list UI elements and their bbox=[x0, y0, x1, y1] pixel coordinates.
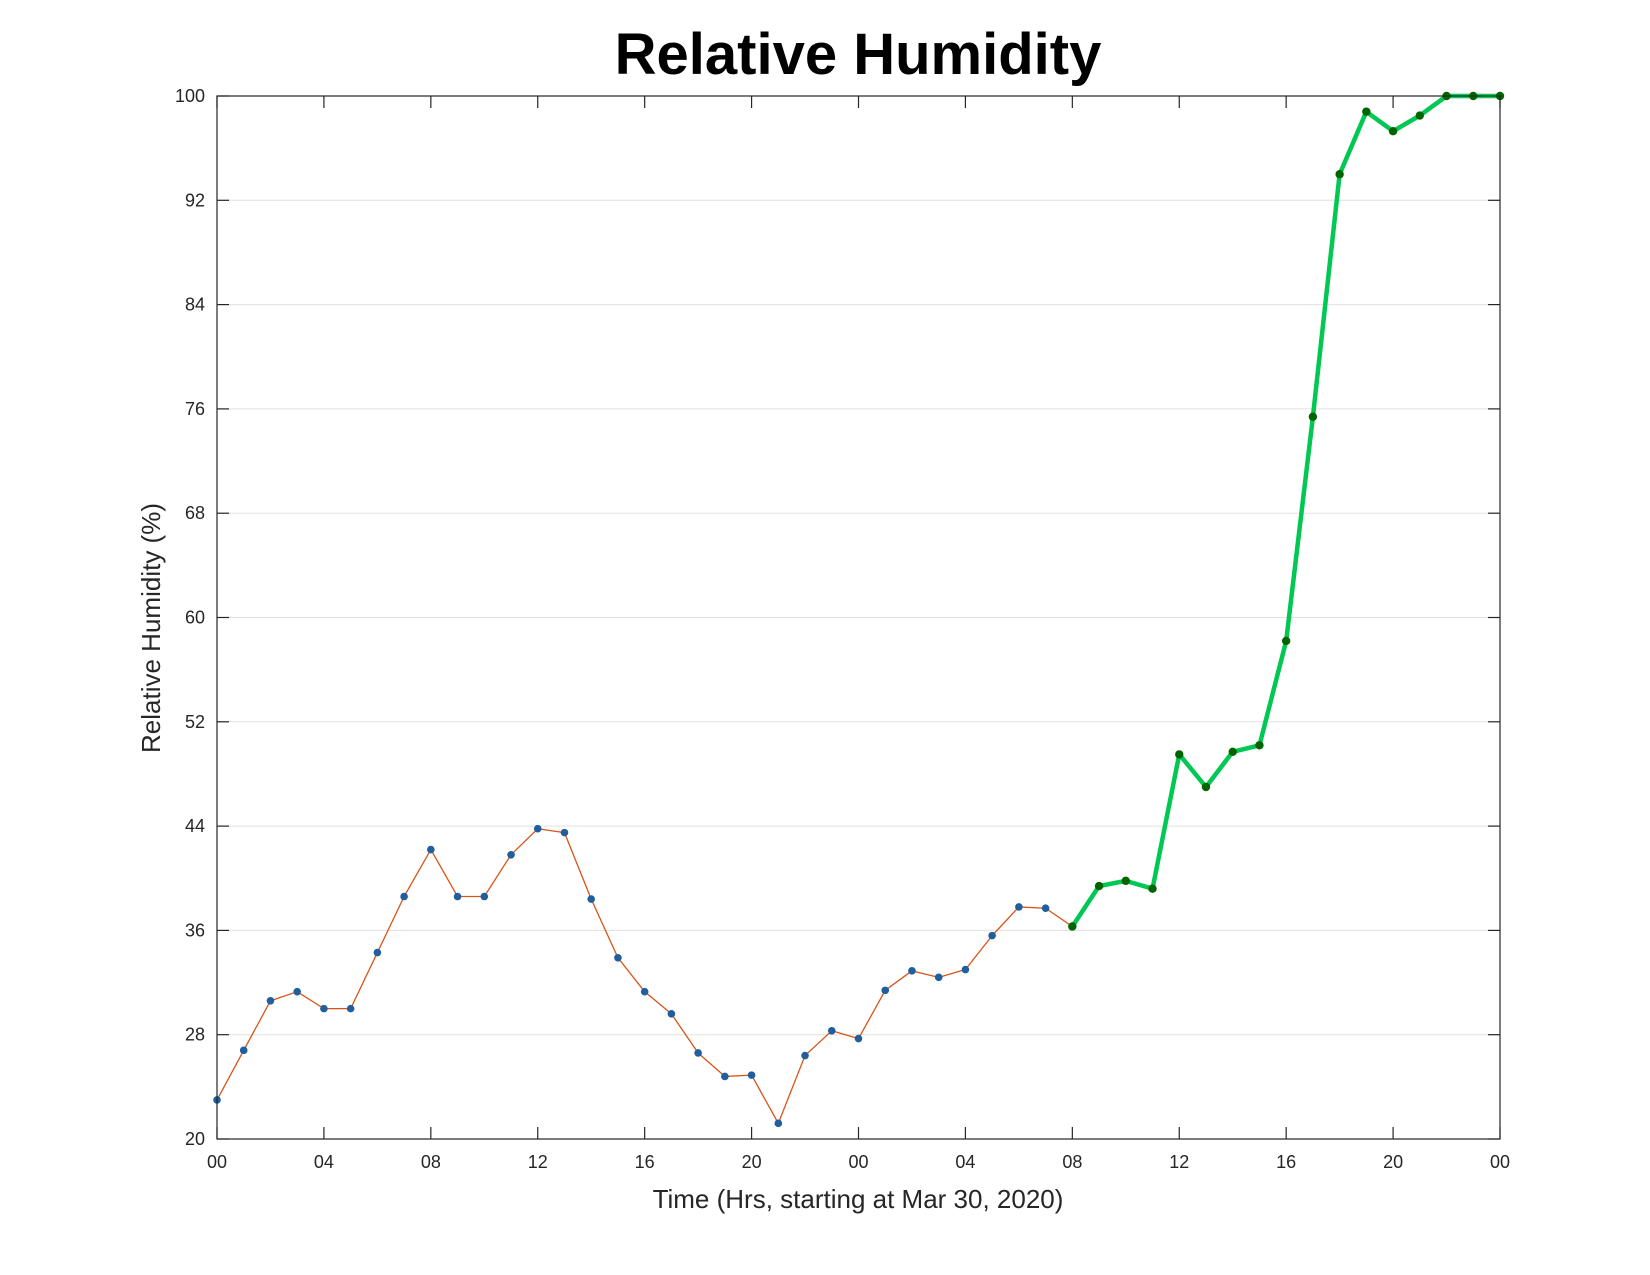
observed-data-point bbox=[239, 1046, 248, 1055]
y-tick-label: 60 bbox=[185, 608, 205, 628]
forecast-data-point bbox=[1255, 741, 1264, 750]
x-tick-label: 16 bbox=[1276, 1152, 1296, 1172]
x-axis-label: Time (Hrs, starting at Mar 30, 2020) bbox=[653, 1184, 1064, 1214]
observed-data-point bbox=[1041, 904, 1050, 913]
forecast-data-point bbox=[1121, 876, 1130, 886]
x-axis-tick-labels: 00 04 08 12 16 20 00 04 08 12 16 20 00 bbox=[207, 1152, 1510, 1172]
observed-data-point bbox=[587, 895, 596, 903]
x-tick-label: 12 bbox=[528, 1152, 548, 1172]
observed-data-point bbox=[721, 1072, 729, 1081]
y-axis-label: Relative Humidity (%) bbox=[136, 503, 166, 753]
x-tick-label: 16 bbox=[635, 1152, 655, 1172]
observed-data-point bbox=[694, 1049, 702, 1057]
x-tick-label: 08 bbox=[421, 1152, 441, 1172]
observed-data-point bbox=[640, 987, 649, 996]
x-tick-label: 20 bbox=[742, 1152, 762, 1172]
observed-data-point bbox=[400, 892, 408, 901]
forecast-data-point bbox=[1175, 750, 1184, 759]
observed-data-point bbox=[774, 1119, 783, 1128]
observed-data-point bbox=[266, 997, 275, 1005]
observed-data-point bbox=[827, 1026, 836, 1035]
observed-data-point bbox=[507, 850, 515, 859]
observed-data-point bbox=[453, 892, 462, 901]
observed-data-point bbox=[961, 965, 970, 974]
observed-data-point bbox=[854, 1034, 863, 1043]
forecast-data-point bbox=[1201, 782, 1211, 792]
y-tick-label: 92 bbox=[185, 190, 205, 210]
observed-data-point bbox=[934, 973, 943, 982]
y-axis-tick-labels: 20 28 36 44 52 60 68 76 84 92 100 bbox=[175, 86, 205, 1149]
forecast-data-point bbox=[1362, 107, 1371, 116]
x-tick-label: 00 bbox=[207, 1152, 227, 1172]
observed-data-point bbox=[427, 845, 435, 854]
chart-title: Relative Humidity bbox=[615, 22, 1102, 87]
observed-data-point bbox=[480, 892, 489, 901]
y-tick-label: 20 bbox=[185, 1129, 205, 1149]
forecast-data-point bbox=[1281, 636, 1291, 646]
x-tick-label: 20 bbox=[1383, 1152, 1403, 1172]
observed-data-point bbox=[988, 931, 996, 940]
x-tick-label: 08 bbox=[1062, 1152, 1082, 1172]
observed-data-point bbox=[346, 1004, 355, 1013]
observed-data-point bbox=[747, 1071, 756, 1079]
x-tick-label: 04 bbox=[314, 1152, 334, 1172]
forecast-data-point bbox=[1068, 922, 1077, 931]
forecast-data-point bbox=[1308, 412, 1318, 421]
forecast-data-point bbox=[1335, 170, 1344, 179]
observed-data-point bbox=[560, 828, 569, 837]
plot-frame bbox=[216, 95, 1501, 1140]
forecast-data-point bbox=[1094, 881, 1104, 891]
observed-data-point bbox=[614, 953, 622, 962]
y-tick-label: 100 bbox=[175, 86, 205, 106]
y-tick-label: 28 bbox=[185, 1025, 205, 1045]
observed-data-point bbox=[293, 987, 301, 996]
forecast-data-point bbox=[1388, 127, 1398, 136]
observed-data-point bbox=[667, 1010, 676, 1018]
observed-data-point bbox=[373, 948, 382, 957]
x-tick-label: 12 bbox=[1169, 1152, 1189, 1172]
forecast-data-point bbox=[1415, 111, 1425, 120]
x-tick-label: 04 bbox=[955, 1152, 975, 1172]
observed-data-point bbox=[533, 824, 542, 833]
observed-data-point bbox=[881, 986, 890, 995]
gridlines bbox=[217, 199, 1500, 1036]
x-tick-label: 00 bbox=[848, 1152, 868, 1172]
observed-data-point bbox=[908, 967, 916, 975]
observed-data-point bbox=[1015, 903, 1023, 911]
y-tick-label: 68 bbox=[185, 503, 205, 523]
forecast-data-point bbox=[1148, 884, 1157, 893]
x-tick-label: 00 bbox=[1490, 1152, 1510, 1172]
y-tick-label: 36 bbox=[185, 920, 205, 940]
y-tick-label: 52 bbox=[185, 712, 205, 732]
y-tick-label: 76 bbox=[185, 399, 205, 419]
observed-data-point bbox=[801, 1051, 809, 1060]
data-series bbox=[213, 91, 1505, 1128]
observed-data-point bbox=[320, 1004, 328, 1013]
y-tick-label: 44 bbox=[185, 816, 205, 836]
y-tick-label: 84 bbox=[185, 295, 205, 315]
forecast-data-point bbox=[1228, 747, 1237, 756]
